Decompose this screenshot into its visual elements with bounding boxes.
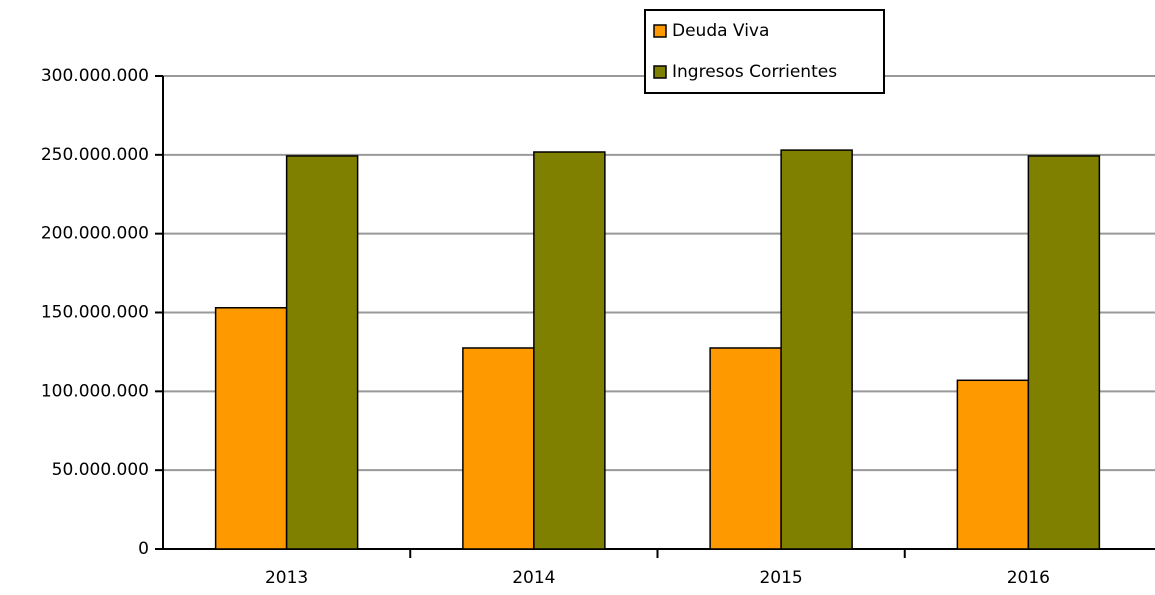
y-tick-label: 300.000.000 (41, 66, 149, 86)
bar (780, 149, 853, 550)
bar (462, 347, 535, 550)
bar (214, 307, 288, 550)
y-tick-label: 100.000.000 (41, 381, 149, 401)
x-tick-label: 2014 (512, 568, 555, 588)
bar (709, 347, 782, 550)
x-tick-label: 2015 (759, 568, 802, 588)
y-tick-label: 150.000.000 (41, 303, 149, 323)
legend-label: Deuda Viva (672, 21, 769, 41)
y-tick-label: 200.000.000 (41, 224, 149, 244)
x-tick-label: 2016 (1007, 568, 1050, 588)
legend-box (644, 9, 885, 94)
bar (956, 379, 1030, 550)
y-tick-label: 50.000.000 (52, 460, 149, 480)
y-tick-label: 0 (138, 539, 149, 559)
bar (1027, 155, 1101, 550)
x-tick-label: 2013 (265, 568, 308, 588)
legend-swatch (653, 24, 667, 38)
bar (533, 151, 606, 550)
legend-label: Ingresos Corrientes (672, 62, 837, 82)
bar (285, 155, 359, 550)
y-tick-label: 250.000.000 (41, 145, 149, 165)
legend-swatch (653, 65, 667, 79)
